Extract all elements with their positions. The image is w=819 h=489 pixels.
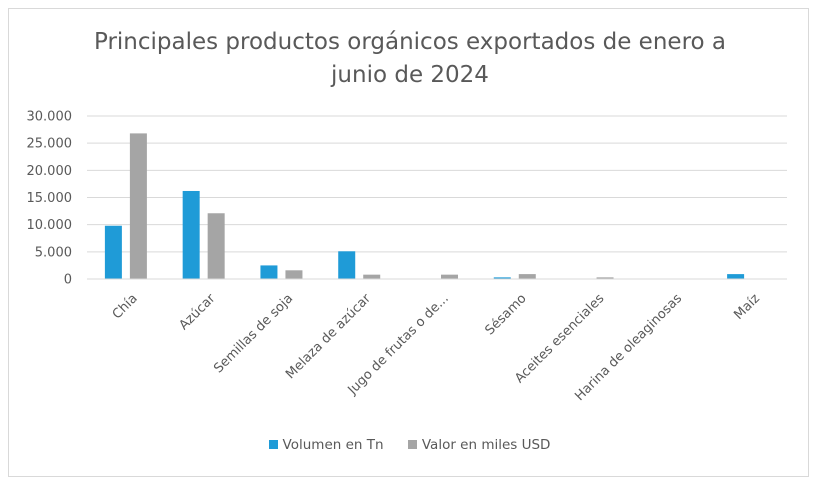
chart-title-line-2: junio de 2024 bbox=[331, 62, 489, 88]
x-tick-label-3: Melaza de azúcar bbox=[283, 291, 374, 382]
bar-valor-5 bbox=[518, 274, 536, 279]
legend-swatch-valor bbox=[407, 440, 417, 449]
bar-volumen-2 bbox=[260, 265, 278, 279]
bar-valor-1 bbox=[207, 213, 225, 279]
y-tick-label-4: 20.000 bbox=[27, 164, 73, 179]
x-tick-label-5: Sésamo bbox=[483, 291, 530, 338]
chart-legend: Volumen en Tn Valor en miles USD bbox=[0, 437, 819, 453]
x-tick-label-1: Azúcar bbox=[176, 291, 218, 333]
chart-title: Principales productos orgánicos exportad… bbox=[40, 26, 780, 92]
x-tick-label-0: Chía bbox=[110, 291, 141, 322]
x-tick-label-2: Semillas de soja bbox=[211, 291, 296, 376]
bar-volumen-8 bbox=[727, 274, 745, 279]
bar-valor-2 bbox=[285, 270, 303, 279]
legend-swatch-volumen bbox=[268, 440, 278, 449]
chart-title-line-1: Principales productos orgánicos exportad… bbox=[93, 29, 726, 55]
bar-volumen-3 bbox=[338, 251, 356, 279]
y-tick-label-3: 15.000 bbox=[27, 191, 73, 206]
legend-label-valor: Valor en miles USD bbox=[421, 437, 551, 453]
y-tick-label-6: 30.000 bbox=[27, 110, 73, 125]
legend-label-volumen: Volumen en Tn bbox=[282, 437, 384, 453]
y-tick-label-5: 25.000 bbox=[27, 137, 73, 152]
y-tick-label-2: 10.000 bbox=[27, 218, 73, 233]
bar-volumen-1 bbox=[182, 190, 200, 279]
bar-volumen-5 bbox=[493, 277, 511, 279]
y-tick-label-1: 5.000 bbox=[35, 245, 72, 260]
legend-item-valor: Valor en miles USD bbox=[407, 437, 551, 453]
bar-volumen-0 bbox=[104, 225, 122, 279]
bar-valor-4 bbox=[441, 274, 458, 279]
bar-valor-6 bbox=[596, 277, 614, 279]
bar-valor-3 bbox=[363, 274, 381, 279]
legend-item-volumen: Volumen en Tn bbox=[268, 437, 384, 453]
y-tick-label-0: 0 bbox=[64, 273, 72, 288]
bar-valor-0 bbox=[129, 133, 147, 279]
x-tick-label-8: Maíz bbox=[731, 291, 763, 323]
